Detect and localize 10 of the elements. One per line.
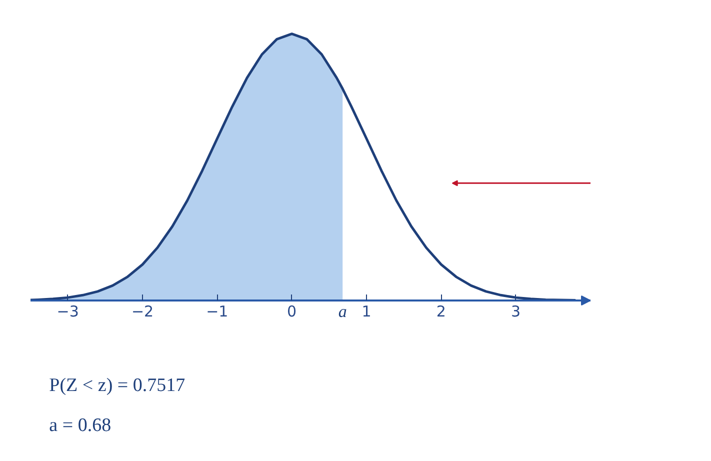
x-tick-label: −1 bbox=[206, 302, 228, 320]
x-tick-label: 2 bbox=[436, 302, 446, 320]
x-tick-label: −2 bbox=[131, 302, 154, 320]
x-tick-label: 1 bbox=[362, 302, 372, 320]
text: a = 0.68 bbox=[49, 415, 112, 436]
x-tick-label: 3 bbox=[511, 302, 521, 320]
x-tick-label: −3 bbox=[56, 302, 79, 320]
text: P(Z < z) = 0.7517 bbox=[49, 375, 186, 396]
annotation: a bbox=[338, 302, 347, 321]
x-tick-label: 0 bbox=[287, 302, 297, 320]
